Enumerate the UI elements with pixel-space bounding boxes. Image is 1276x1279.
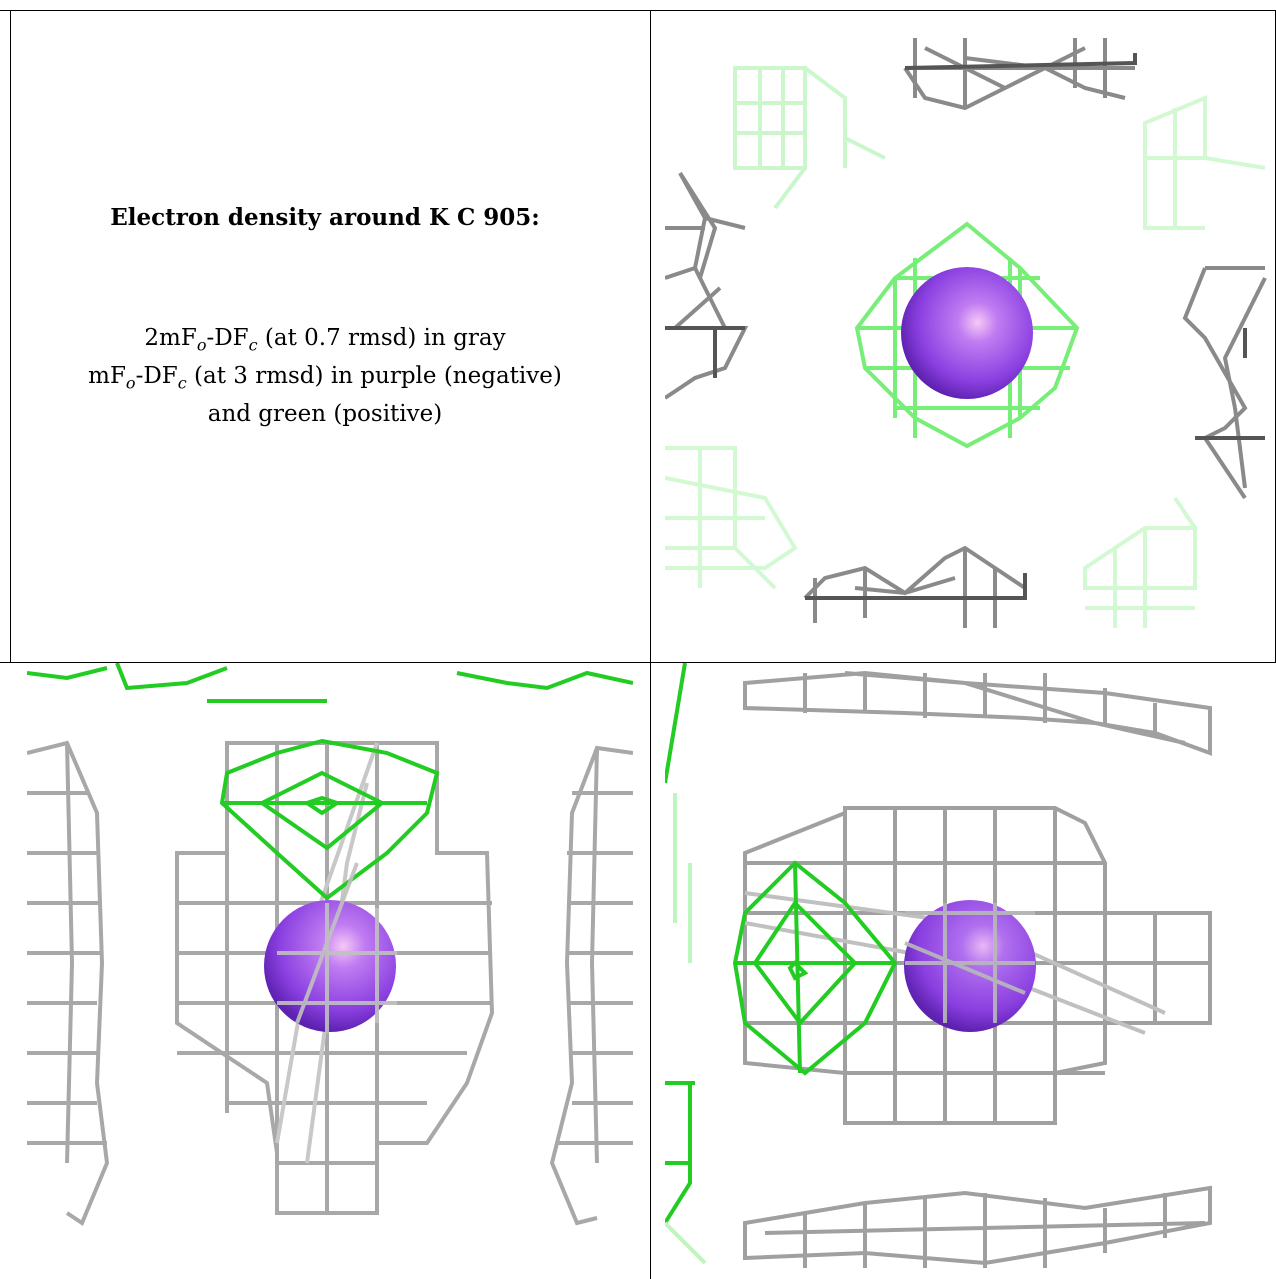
grid-line-top (0, 10, 1276, 11)
caption-line-gray: 2mFo-DFc (at 0.7 rmsd) in gray (144, 325, 506, 355)
green-mesh-top-fragments (27, 663, 633, 703)
potassium-atom (904, 900, 1036, 1032)
gray-mesh-top (743, 670, 1212, 756)
gray-mesh-left-side (27, 740, 110, 1227)
grid-line-middle-horizontal (0, 662, 1276, 663)
faded-green-mesh-top-right (1143, 95, 1266, 230)
density-panel-bottom-left (27, 663, 633, 1227)
gray-mesh-bottom (743, 1185, 1212, 1268)
density-panel-bottom-right (665, 663, 1212, 1268)
green-density-mesh (219, 738, 440, 901)
panel-bottom-right (665, 663, 1275, 1271)
density-panel-top-right (665, 38, 1267, 628)
potassium-atom (264, 900, 396, 1032)
green-mesh-left-edge (665, 663, 695, 1225)
caption-title: Electron density around K C 905: (110, 204, 540, 231)
panel-bottom-left (27, 663, 633, 1271)
gray-mesh-bottom (803, 545, 1027, 628)
gray-mesh-over-atom (277, 862, 397, 1033)
potassium-atom (901, 267, 1033, 399)
faded-green-mesh-bottom-left (665, 446, 798, 590)
gray-mesh-left (665, 171, 749, 400)
gray-mesh-right (1182, 266, 1267, 500)
green-density-mesh (732, 860, 898, 1076)
gray-mesh-over-atom (904, 903, 1035, 1023)
caption-line-difference: mFo-DFc (at 3 rmsd) in purple (negative) (88, 363, 562, 393)
caption-cell: Electron density around K C 905: 2mFo-DF… (0, 0, 650, 662)
caption-line-green: and green (positive) (207, 401, 443, 427)
faded-green-mesh-left-edge (665, 793, 707, 1265)
grid-line-left (10, 10, 11, 662)
grid-line-middle-vertical (650, 10, 651, 1279)
panel-top-right (665, 28, 1273, 636)
gray-mesh-top (903, 38, 1137, 111)
faded-green-mesh-top-left (733, 66, 886, 210)
faded-green-mesh-bottom-right (1083, 496, 1197, 628)
gray-mesh-right-side (549, 745, 633, 1226)
